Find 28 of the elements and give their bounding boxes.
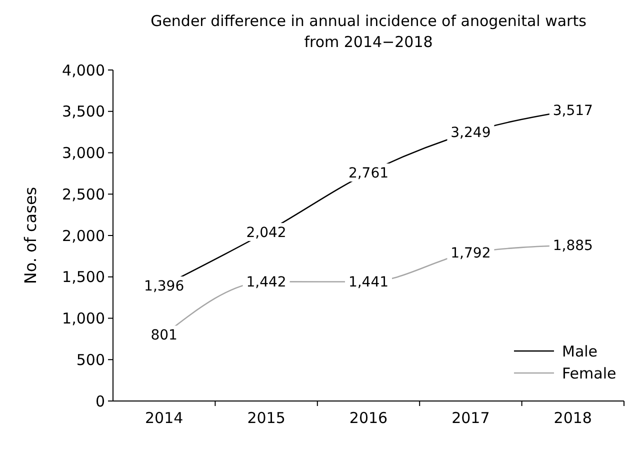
y-tick-label: 0 (95, 392, 105, 410)
x-tick-label: 2016 (349, 409, 388, 427)
data-label: 1,885 (552, 238, 593, 254)
y-axis-title: No. of cases (21, 186, 40, 284)
y-tick-label: 500 (76, 350, 105, 369)
chart-title: Gender difference in annual incidence of anogenital warts from 2014−2018 (150, 12, 587, 51)
y-tick-label: 3,000 (62, 144, 105, 162)
legend-label: Male (562, 342, 598, 360)
y-tick-label: 4,000 (62, 61, 105, 80)
y-tick-label: 2,500 (62, 185, 105, 204)
x-tick-label: 2015 (247, 409, 286, 427)
data-label: 1,792 (450, 246, 491, 262)
y-tick-label: 1,000 (62, 310, 105, 328)
x-tick-label: 2014 (145, 409, 184, 427)
data-label: 2,761 (348, 165, 389, 182)
x-tick-label: 2017 (452, 409, 490, 427)
data-label: 3,517 (552, 102, 593, 119)
data-label: 1,396 (144, 278, 184, 294)
data-label: 1,442 (246, 274, 286, 291)
legend-label: Female (562, 364, 616, 382)
data-label: 1,441 (348, 274, 389, 291)
data-label: 3,249 (450, 125, 491, 142)
y-tick-label: 3,500 (62, 102, 105, 121)
data-label: 801 (150, 328, 178, 344)
x-tick-label: 2018 (554, 409, 592, 427)
y-tick-label: 1,500 (62, 268, 105, 286)
y-tick-label: 2,000 (62, 226, 105, 245)
data-label: 2,042 (246, 224, 286, 241)
